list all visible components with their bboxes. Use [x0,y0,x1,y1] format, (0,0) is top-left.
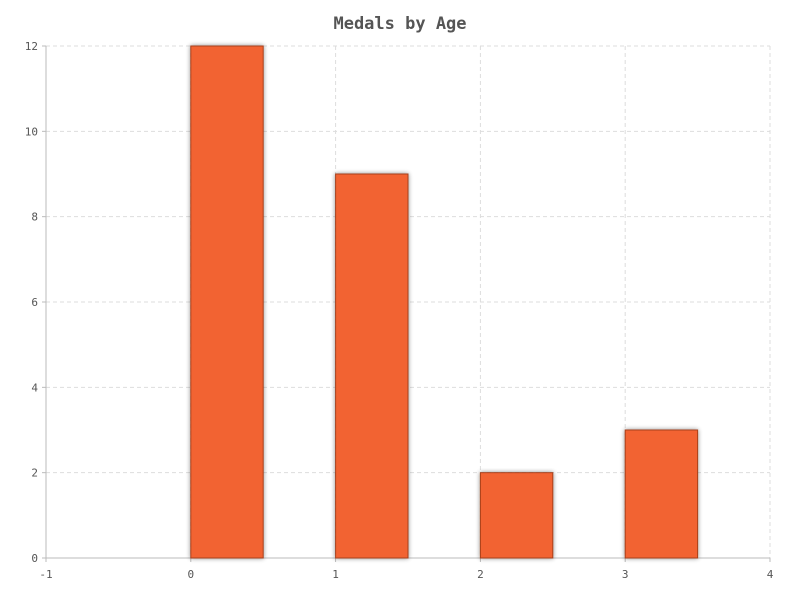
x-tick-label: 4 [767,568,774,581]
chart-title: Medals by Age [333,14,467,34]
x-tick-label: 2 [477,568,484,581]
y-tick-label: 2 [31,467,38,480]
y-tick-label: 6 [31,296,38,309]
x-tick-label: 0 [187,568,194,581]
y-tick-label: 0 [31,552,38,565]
y-tick-label: 8 [31,211,38,224]
x-tick-label: 1 [332,568,339,581]
bar [624,429,699,559]
x-tick-label: -1 [39,568,52,581]
bar [335,173,409,559]
bar [479,472,554,559]
y-tick-label: 12 [25,40,38,53]
bar [190,45,264,559]
x-tick-label: 3 [622,568,629,581]
y-tick-label: 10 [25,125,38,138]
y-tick-label: 4 [31,381,38,394]
bars [190,45,699,559]
